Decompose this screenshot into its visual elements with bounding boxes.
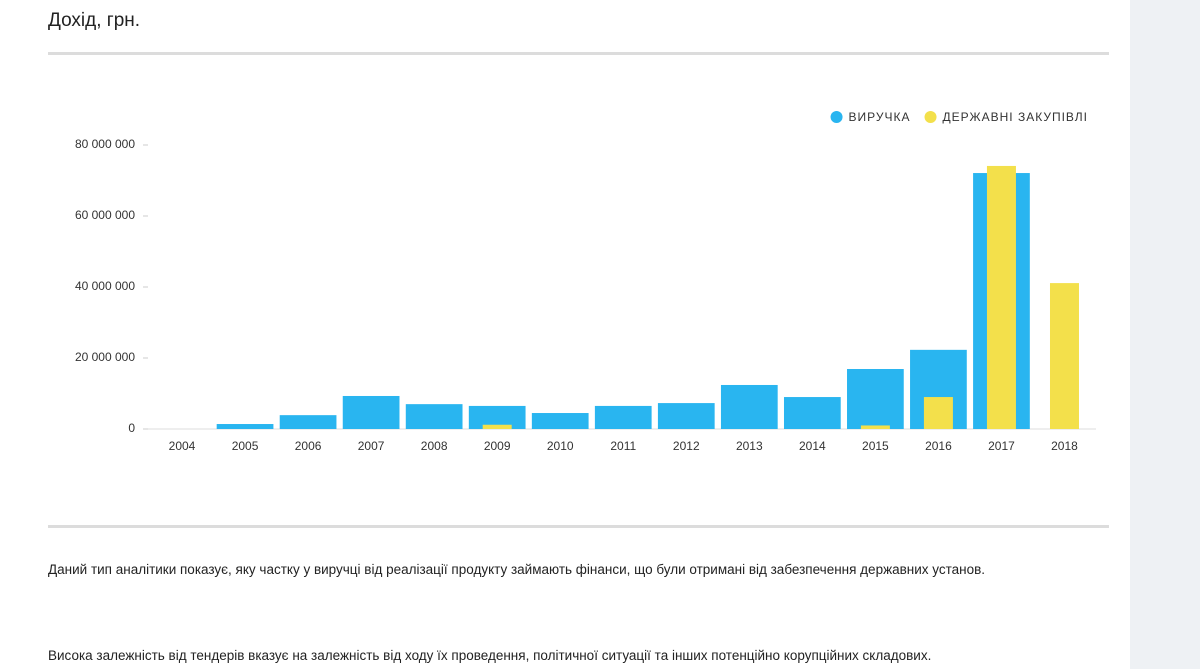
- y-tick-label: 20 000 000: [75, 350, 135, 364]
- bar: [216, 424, 274, 429]
- x-tick-label: 2015: [862, 439, 889, 453]
- x-tick-label: 2014: [799, 439, 826, 453]
- legend-marker: [924, 111, 937, 123]
- x-tick-label: 2012: [673, 439, 700, 453]
- legend-label: ДЕРЖАВНІ ЗАКУПІВЛІ: [943, 110, 1088, 124]
- x-tick-label: 2018: [1051, 439, 1078, 453]
- x-tick-label: 2004: [169, 439, 196, 453]
- paragraph: Висока залежність від тендерів вказує на…: [48, 648, 932, 663]
- x-tick-label: 2017: [988, 439, 1015, 453]
- bar: [594, 405, 652, 429]
- bar: [405, 404, 463, 429]
- bar: [847, 369, 904, 429]
- bar: [986, 165, 1016, 429]
- x-tick-label: 2016: [925, 439, 952, 453]
- card: Дохід, грн. 0 20 000 000 40 000 000 60 000 …: [0, 0, 1130, 669]
- legend-marker: [830, 111, 843, 123]
- bar: [279, 415, 337, 429]
- x-tick-label: 2008: [421, 439, 448, 453]
- separator: [48, 525, 1109, 528]
- y-tick-label: 40 000 000: [75, 279, 135, 293]
- x-tick-label: 2009: [484, 439, 511, 453]
- bar: [342, 395, 400, 429]
- separator: [48, 52, 1109, 55]
- legend-label: ВИРУЧКА: [849, 110, 911, 124]
- bar: [720, 384, 778, 429]
- x-tick-label: 2013: [736, 439, 763, 453]
- section-title: Дохід, грн.: [48, 10, 141, 31]
- y-tick-label: 0: [128, 421, 135, 435]
- x-tick-label: 2011: [610, 439, 636, 453]
- bar: [860, 425, 890, 429]
- bar: [783, 397, 841, 429]
- x-tick-label: 2010: [547, 439, 574, 453]
- x-tick-label: 2005: [232, 439, 259, 453]
- x-tick-label: 2007: [358, 439, 385, 453]
- y-tick-label: 80 000 000: [75, 137, 135, 151]
- chart: 0 20 000 000 40 000 000 60 000 000 80 000 00…: [75, 110, 1096, 453]
- x-tick-label: 2006: [295, 439, 322, 453]
- paragraph: Даний тип аналітики показує, яку частку …: [48, 562, 986, 577]
- bar: [657, 403, 715, 429]
- bar: [468, 405, 526, 429]
- bar: [531, 413, 589, 429]
- bar: [1049, 283, 1079, 429]
- y-tick-label: 60 000 000: [75, 208, 135, 222]
- bar: [482, 424, 512, 429]
- bar: [923, 397, 953, 429]
